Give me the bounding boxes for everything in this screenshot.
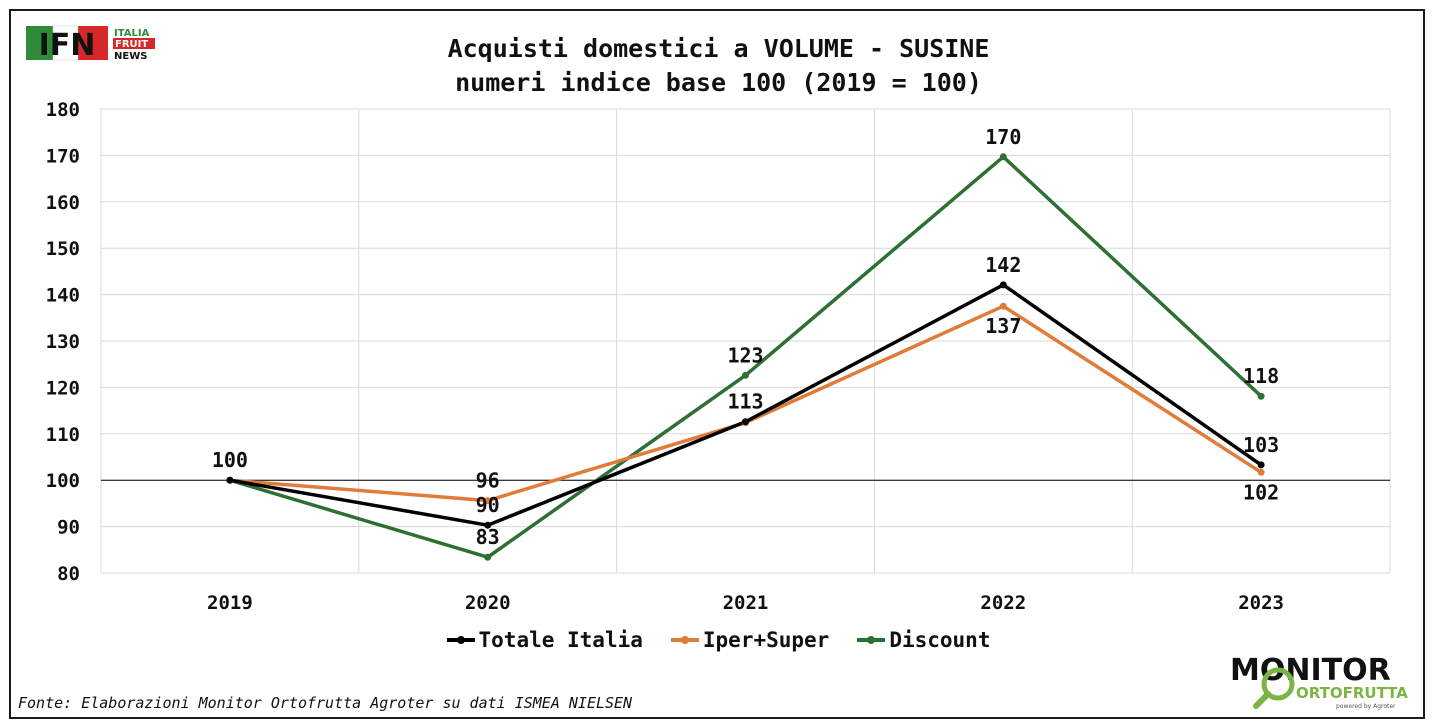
y-tick-label: 120 xyxy=(46,377,80,399)
legend-label: Discount xyxy=(889,628,991,652)
x-tick-label: 2022 xyxy=(980,592,1026,614)
x-tick-label: 2021 xyxy=(723,592,769,614)
x-tick-label: 2019 xyxy=(207,592,253,614)
monitor-logo-line1: MONITOR xyxy=(1230,653,1391,688)
chart-title: Acquisti domestici a VOLUME - SUSINE xyxy=(447,34,990,63)
data-point xyxy=(742,418,749,426)
y-tick-label: 180 xyxy=(46,99,80,121)
ifn-logo-letters: IFN xyxy=(39,28,96,63)
data-label: 113 xyxy=(727,390,763,414)
legend-swatch xyxy=(446,636,475,644)
ifn-logo-line3: NEWS xyxy=(114,51,147,62)
data-point xyxy=(999,281,1007,289)
data-label: 103 xyxy=(1243,433,1279,457)
legend-item: Iper+Super xyxy=(670,628,830,652)
legend-label: Iper+Super xyxy=(702,628,830,652)
data-point xyxy=(999,153,1007,161)
y-tick-label: 100 xyxy=(46,470,80,492)
ifn-logo-line2: FRUIT xyxy=(115,39,148,50)
legend-label: Totale Italia xyxy=(478,628,643,652)
data-point xyxy=(999,302,1007,310)
legend-swatch xyxy=(857,636,886,644)
x-tick-label: 2020 xyxy=(465,592,511,614)
data-label: 90 xyxy=(476,493,500,517)
data-label: 102 xyxy=(1243,480,1279,504)
legend-item: Discount xyxy=(857,628,990,652)
data-label: 123 xyxy=(727,343,763,367)
data-point xyxy=(1257,468,1265,476)
data-point xyxy=(1257,392,1265,400)
y-tick-label: 140 xyxy=(46,285,80,307)
y-tick-label: 160 xyxy=(46,192,80,214)
ifn-logo-line1: ITALIA xyxy=(114,28,150,39)
data-label: 142 xyxy=(985,253,1021,277)
data-point xyxy=(484,497,492,505)
data-point xyxy=(484,521,492,529)
chart-frame xyxy=(9,9,1425,719)
data-point xyxy=(742,371,749,379)
y-tick-label: 80 xyxy=(57,563,80,585)
data-label: 118 xyxy=(1243,364,1279,388)
data-label: 170 xyxy=(985,125,1021,149)
y-tick-label: 90 xyxy=(57,517,80,539)
data-point xyxy=(226,476,234,484)
legend-item: Totale Italia xyxy=(446,628,643,652)
x-tick-label: 2023 xyxy=(1238,592,1284,614)
y-tick-label: 130 xyxy=(46,331,80,353)
chart-legend: Totale Italia Iper+Super Discount xyxy=(0,628,1437,652)
data-point xyxy=(1257,461,1265,469)
y-tick-label: 150 xyxy=(46,238,80,260)
ifn-logo: IFN ITALIA FRUIT NEWS xyxy=(26,25,155,63)
monitor-ortofrutta-logo: MONITOR ORTOFRUTTA powered by Agroter xyxy=(1230,653,1408,710)
chart-subtitle: numeri indice base 100 (2019 = 100) xyxy=(455,68,982,97)
data-label: 100 xyxy=(212,448,248,472)
data-label: 83 xyxy=(476,525,500,549)
data-point xyxy=(484,553,492,561)
y-tick-label: 110 xyxy=(46,424,80,446)
legend-swatch xyxy=(670,636,699,644)
y-tick-label: 170 xyxy=(46,145,80,167)
source-note: Fonte: Elaborazioni Monitor Ortofrutta A… xyxy=(18,694,633,712)
monitor-logo-tagline: powered by Agroter xyxy=(1336,703,1396,710)
monitor-logo-line2: ORTOFRUTTA xyxy=(1296,684,1408,702)
data-label: 96 xyxy=(476,469,500,493)
data-label: 137 xyxy=(985,314,1021,338)
